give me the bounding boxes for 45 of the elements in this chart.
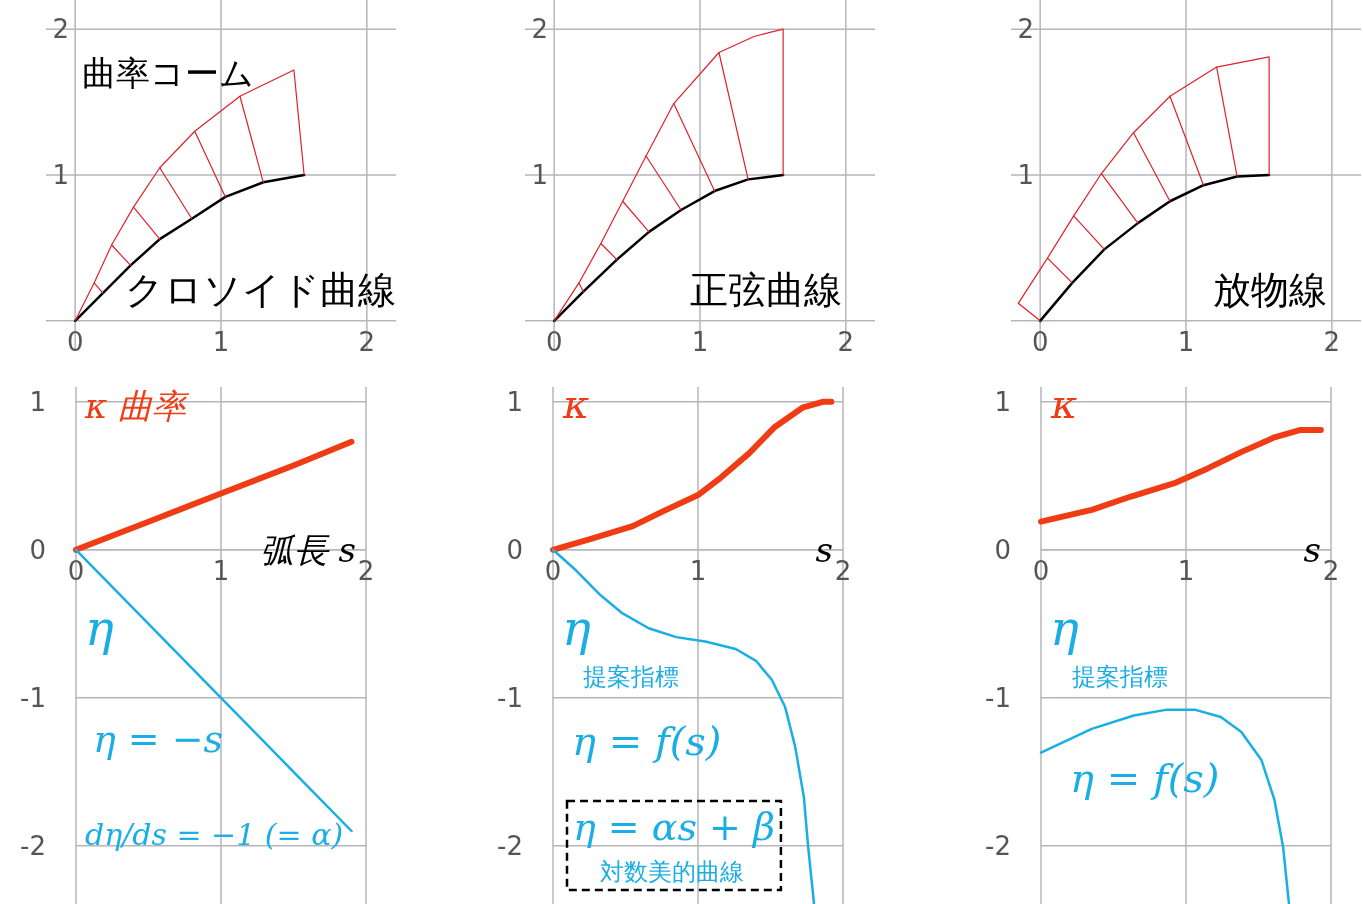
annotation: 対数美的曲線 xyxy=(600,858,744,886)
series-label: クロソイド曲線 xyxy=(125,268,396,312)
series-label: η xyxy=(562,600,591,656)
y-tick-label: -1 xyxy=(985,682,1011,713)
annotation: η = −s xyxy=(93,717,224,761)
x-axis-title: s xyxy=(1303,529,1321,570)
y-tick-label: -2 xyxy=(497,830,523,861)
text: κ xyxy=(1050,381,1078,427)
annotation: η = f(s) xyxy=(572,718,722,764)
x-tick-label: 2 xyxy=(1323,326,1341,357)
series-label: η xyxy=(85,600,114,656)
annotation: 提案指標 xyxy=(583,663,679,691)
x-tick-label: 2 xyxy=(1322,555,1340,586)
text: κ xyxy=(562,381,590,427)
series-label: 正弦曲線 xyxy=(690,268,842,312)
y-tick-label: -2 xyxy=(985,830,1011,861)
annotation: η = f(s) xyxy=(1070,755,1220,801)
x-tick-label: 1 xyxy=(689,555,707,586)
annotation: η = αs + β xyxy=(573,805,775,849)
x-tick-label: 1 xyxy=(1177,326,1195,357)
x-tick-label: 1 xyxy=(212,555,230,586)
x-tick-label: 2 xyxy=(834,555,852,586)
y-tick-label: 1 xyxy=(994,386,1011,417)
annotation: 提案指標 xyxy=(1072,663,1168,691)
x-tick-label: 2 xyxy=(837,326,855,357)
y-tick-label: 1 xyxy=(29,386,46,417)
y-tick-label: -1 xyxy=(497,682,523,713)
annotation: dη/ds = −1 (= α) xyxy=(85,817,344,852)
x-tick-label: 2 xyxy=(357,555,375,586)
x-tick-label: 2 xyxy=(358,326,376,357)
x-tick-label: 1 xyxy=(1177,555,1195,586)
y-tick-label: -2 xyxy=(20,830,46,861)
y-tick-label: 0 xyxy=(994,534,1011,565)
series-label: 曲率コーム xyxy=(82,53,254,93)
y-tick-label: -1 xyxy=(20,682,46,713)
y-tick-label: 1 xyxy=(506,386,523,417)
series-label: η xyxy=(1050,600,1079,656)
x-axis-title: 弧長 s xyxy=(259,529,356,570)
text: 放物線 xyxy=(1213,268,1327,312)
y-tick-label: 0 xyxy=(506,534,523,565)
x-tick-label: 1 xyxy=(691,326,709,357)
text: κ 曲率 xyxy=(84,386,191,426)
y-tick-label: 0 xyxy=(29,534,46,565)
x-tick-label: 1 xyxy=(212,326,230,357)
x-axis-title: s xyxy=(815,529,833,570)
